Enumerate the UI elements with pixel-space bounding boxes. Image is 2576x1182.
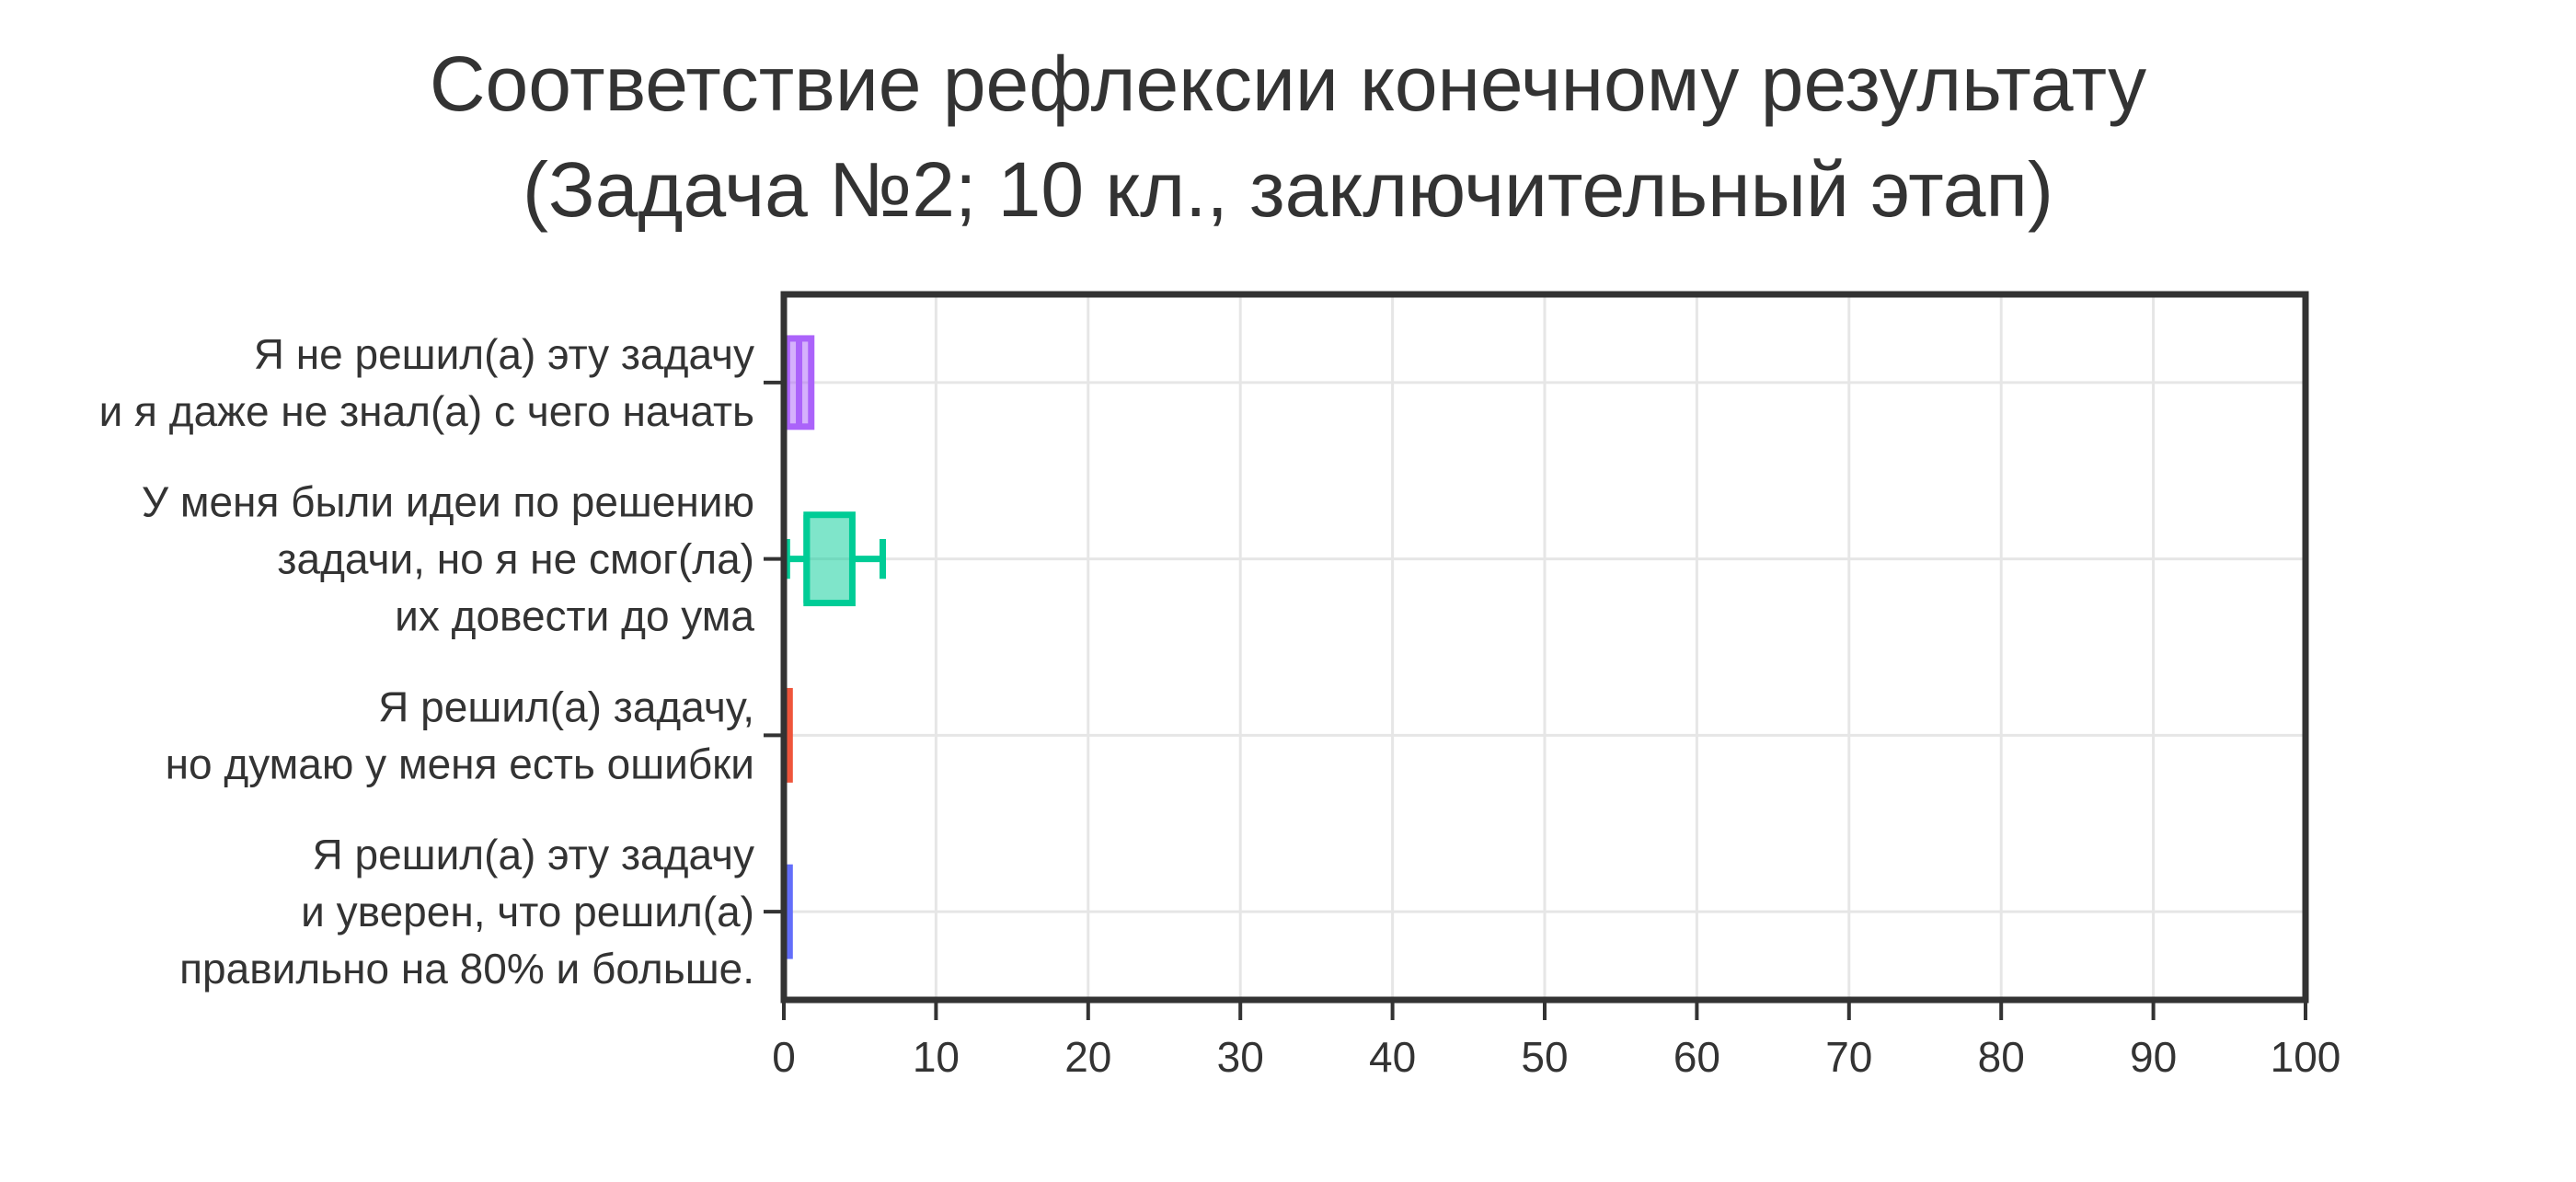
x-tick-label: 40: [1369, 1033, 1416, 1081]
x-tick-label: 30: [1217, 1033, 1264, 1081]
category-label: Я решил(а) эту задачу: [313, 831, 754, 878]
boxes: [783, 335, 887, 959]
category-label: но думаю у меня есть ошибки: [166, 740, 754, 787]
box-3: [783, 864, 793, 959]
category-label: задачи, но я не смог(ла): [277, 535, 754, 583]
category-label: и уверен, что решил(а): [301, 888, 754, 935]
category-label: правильно на 80% и больше.: [179, 945, 754, 993]
box-0: [783, 335, 815, 430]
x-tick-label: 90: [2130, 1033, 2177, 1081]
category-label: У меня были идеи по решению: [142, 478, 754, 526]
x-tick-label: 80: [1978, 1033, 2025, 1081]
chart-title: Соответствие рефлексии конечному результ…: [430, 40, 2146, 233]
x-tick-label: 0: [772, 1033, 796, 1081]
category-label: Я решил(а) задачу,: [378, 683, 754, 730]
category-label: их довести до ума: [395, 592, 754, 640]
x-tick-label: 10: [913, 1033, 960, 1081]
y-axis: Я не решил(а) эту задачу и я даже не знал…: [99, 330, 784, 993]
x-tick-label: 50: [1521, 1033, 1568, 1081]
chart-title-line: Соответствие рефлексии конечному результ…: [430, 40, 2146, 127]
x-tick-label: 20: [1064, 1033, 1111, 1081]
box-1: [783, 511, 887, 607]
grid: [782, 294, 2307, 1000]
x-tick-label: 100: [2271, 1033, 2341, 1081]
x-tick-label: 70: [1825, 1033, 1872, 1081]
chart-title-line: (Задача №2; 10 кл., заключительный этап): [523, 146, 2053, 233]
box-iqr: [803, 511, 856, 607]
category-label: Я не решил(а) эту задачу: [254, 330, 754, 378]
category-label: и я даже не знал(а) с чего начать: [99, 387, 754, 435]
box-2: [783, 687, 793, 783]
x-tick-label: 60: [1673, 1033, 1720, 1081]
x-axis: 0 10 20 30 40 50 60 70 80 90 100: [772, 1000, 2340, 1081]
